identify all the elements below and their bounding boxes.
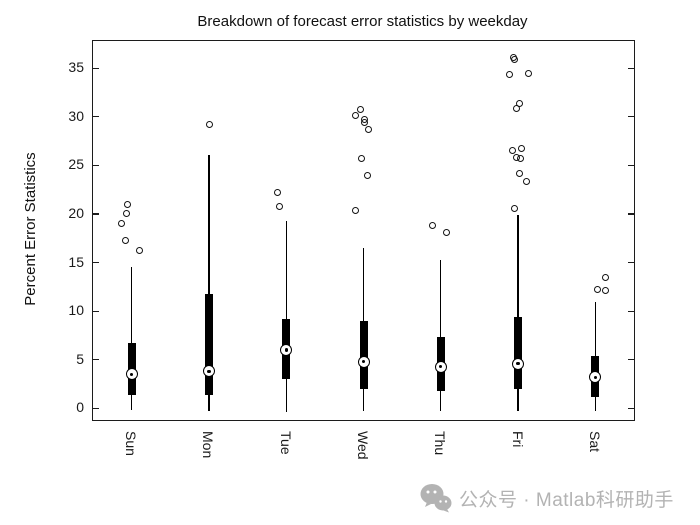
y-tick-right — [628, 116, 634, 118]
outlier-point — [352, 206, 359, 214]
whisker-line — [285, 220, 287, 413]
y-tick-right — [628, 310, 634, 312]
iqr-box — [204, 293, 213, 395]
y-tick-left — [93, 213, 99, 215]
median-dot — [207, 369, 211, 374]
y-tick-left — [93, 116, 99, 118]
iqr-box — [359, 321, 368, 390]
outlier-point — [601, 287, 609, 295]
median-dot — [361, 360, 366, 364]
outlier-point — [206, 121, 214, 129]
y-tick-label: 0 — [76, 399, 84, 416]
y-tick-label: 15 — [68, 253, 84, 270]
y-tick-left — [93, 407, 99, 409]
outlier-point — [273, 189, 281, 197]
box-group-thu — [93, 41, 634, 420]
outlier-point — [510, 55, 518, 63]
outlier-point — [522, 178, 530, 186]
y-tick-label: 20 — [68, 204, 84, 221]
outlier-point — [517, 145, 525, 153]
outlier-point — [443, 228, 451, 236]
median-marker — [589, 371, 602, 384]
outlier-point — [508, 147, 516, 155]
median-marker — [434, 360, 447, 373]
y-tick-left — [93, 164, 99, 166]
y-tick-label: 30 — [68, 107, 84, 124]
outlier-point — [524, 69, 532, 77]
outlier-point — [601, 273, 609, 281]
wechat-icon — [420, 484, 452, 513]
y-tick-right — [628, 359, 634, 361]
y-tick-right — [628, 164, 634, 166]
y-tick-right — [628, 407, 634, 409]
median-dot — [516, 361, 520, 366]
outlier-point — [357, 105, 364, 113]
y-tick-left — [93, 359, 99, 361]
outlier-point — [275, 202, 283, 210]
x-tick-label: Mon — [200, 431, 217, 459]
y-tick-right — [628, 67, 634, 69]
whisker-line — [130, 267, 133, 411]
outlier-point — [512, 104, 520, 112]
x-tick-label: Tue — [277, 431, 294, 455]
median-dot — [439, 364, 443, 369]
median-marker — [125, 368, 138, 381]
outlier-point — [364, 171, 371, 179]
outlier-point — [352, 112, 359, 120]
outlier-point — [124, 200, 132, 208]
watermark: 公众号 · Matlab科研助手 — [420, 481, 674, 515]
median-marker — [357, 355, 370, 368]
x-tick-label: Sun — [123, 431, 140, 456]
y-tick-label: 5 — [76, 350, 84, 367]
chart-title: Breakdown of forecast error statistics b… — [197, 13, 528, 30]
plot-area — [92, 40, 635, 421]
iqr-box — [514, 316, 523, 390]
y-tick-right — [628, 261, 634, 264]
outlier-point — [429, 222, 437, 230]
median-dot — [129, 372, 134, 377]
median-marker — [512, 357, 525, 370]
outlier-point — [122, 236, 130, 244]
box-group-wed — [93, 41, 634, 420]
y-tick-label: 25 — [68, 156, 84, 173]
median-dot — [284, 348, 288, 352]
median-dot — [593, 375, 598, 379]
y-axis-label: Percent Error Statistics — [22, 152, 39, 306]
outlier-point — [365, 125, 372, 133]
box-group-sun — [93, 41, 634, 420]
box-group-tue — [93, 41, 634, 420]
outlier-point — [593, 286, 601, 294]
x-tick-label: Sat — [586, 431, 603, 453]
outlier-point — [123, 209, 131, 217]
x-tick-label: Thu — [432, 431, 449, 456]
y-tick-label: 10 — [68, 302, 84, 319]
median-marker — [280, 344, 293, 357]
y-tick-right — [628, 213, 634, 215]
box-group-sat — [93, 41, 634, 420]
outlier-point — [515, 169, 523, 177]
y-tick-label: 35 — [68, 59, 84, 76]
whisker-line — [208, 154, 210, 412]
box-group-mon — [93, 41, 634, 420]
outlier-point — [505, 70, 513, 78]
y-tick-left — [93, 310, 99, 312]
outlier-point — [136, 247, 144, 255]
whisker-line — [517, 214, 519, 412]
outlier-point — [361, 119, 368, 127]
x-tick-label: Fri — [509, 431, 526, 448]
y-tick-left — [93, 261, 99, 264]
watermark-text: 公众号 · Matlab科研助手 — [459, 489, 674, 511]
outlier-point — [118, 220, 126, 228]
y-tick-left — [93, 67, 99, 69]
x-tick-label: Wed — [355, 431, 371, 460]
whisker-line — [440, 259, 442, 412]
median-marker — [202, 365, 215, 378]
outlier-point — [510, 204, 518, 212]
outlier-point — [516, 155, 524, 163]
outlier-point — [358, 155, 365, 163]
box-group-fri — [93, 41, 634, 420]
